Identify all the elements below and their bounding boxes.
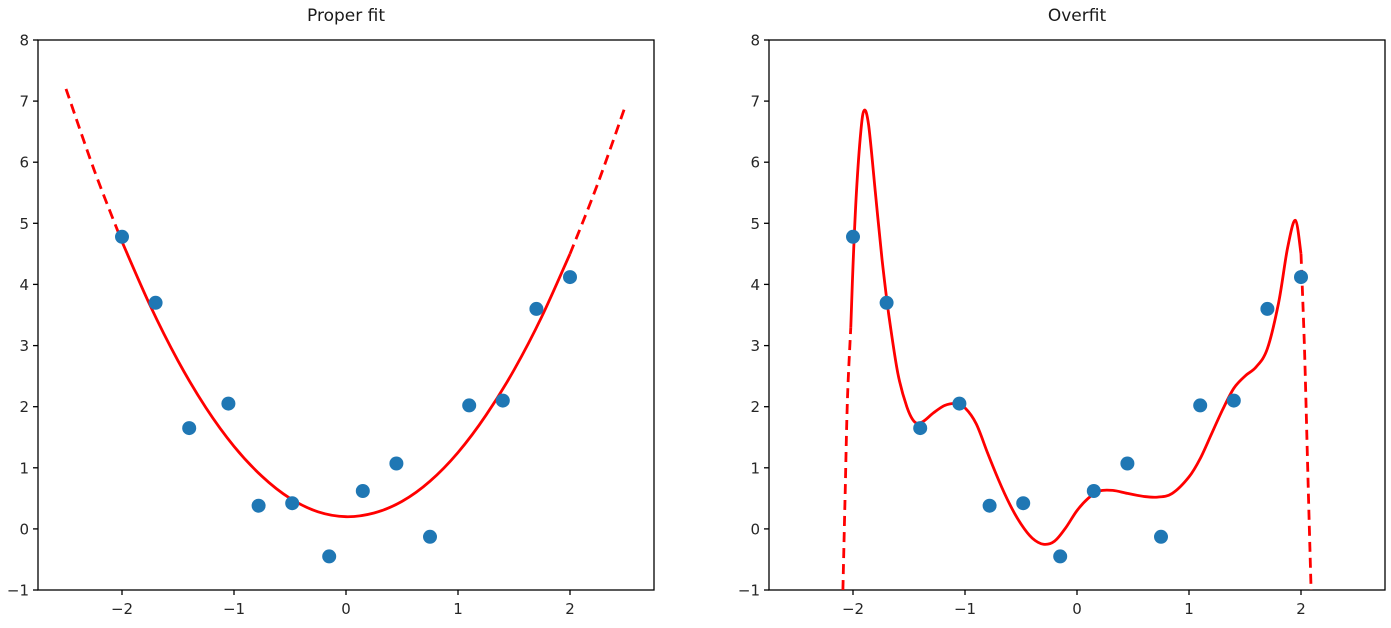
svg-text:8: 8 [19,32,29,50]
chart-title-overfit: Overfit [1047,6,1107,26]
svg-text:3: 3 [750,337,760,355]
svg-text:5: 5 [750,215,760,233]
svg-text:−1: −1 [954,600,976,618]
svg-text:8: 8 [750,32,760,50]
svg-text:5: 5 [19,215,29,233]
chart-panel-proper-fit: Proper fit −2 −1 0 1 2 −1 0 1 2 3 4 5 6 7 8 [0,0,660,628]
svg-text:0: 0 [750,520,760,538]
svg-text:1: 1 [19,459,29,477]
plot-canvas-proper-fit: −2 −1 0 1 2 −1 0 1 2 3 4 5 6 7 8 [7,32,655,618]
chart-panel-overfit: Overfit −2 −1 0 1 2 −1 0 1 2 3 4 5 6 7 8 [731,0,1391,628]
svg-text:−2: −2 [842,600,864,618]
svg-text:7: 7 [750,93,760,111]
svg-text:6: 6 [19,154,29,172]
svg-text:0: 0 [19,520,29,538]
svg-text:−1: −1 [223,600,245,618]
svg-text:0: 0 [341,600,351,618]
svg-text:3: 3 [19,337,29,355]
svg-text:1: 1 [453,600,463,618]
svg-text:−2: −2 [111,600,133,618]
svg-text:4: 4 [750,276,760,294]
plot-canvas-overfit: −2 −1 0 1 2 −1 0 1 2 3 4 5 6 7 8 [738,32,1386,618]
svg-text:2: 2 [19,398,29,416]
svg-text:4: 4 [19,276,29,294]
svg-text:−1: −1 [7,582,29,600]
svg-text:0: 0 [1072,600,1082,618]
svg-text:7: 7 [19,93,29,111]
svg-text:2: 2 [1296,600,1306,618]
svg-text:6: 6 [750,154,760,172]
svg-text:−1: −1 [738,582,760,600]
svg-text:1: 1 [1184,600,1194,618]
svg-text:1: 1 [750,459,760,477]
svg-text:2: 2 [750,398,760,416]
chart-title-proper-fit: Proper fit [307,6,385,26]
svg-text:2: 2 [565,600,575,618]
